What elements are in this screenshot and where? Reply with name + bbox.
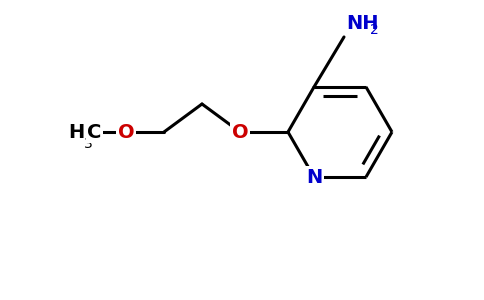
Text: NH: NH <box>346 14 378 33</box>
Text: N: N <box>306 167 322 187</box>
Text: C: C <box>87 122 101 142</box>
Text: H: H <box>68 122 84 142</box>
Text: 2: 2 <box>370 23 379 37</box>
Text: 3: 3 <box>84 137 93 151</box>
Text: O: O <box>232 122 248 142</box>
Text: O: O <box>118 122 135 142</box>
